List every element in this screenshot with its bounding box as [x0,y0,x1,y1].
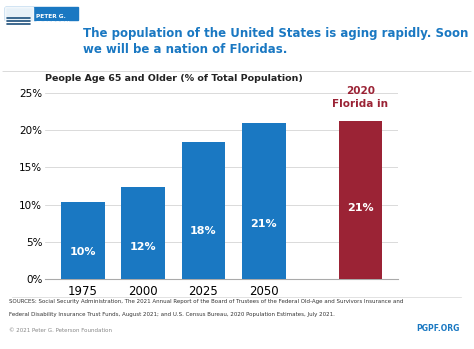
Text: 21%: 21% [347,203,374,213]
Text: FOUNDATION: FOUNDATION [36,28,68,33]
Text: we will be a nation of Floridas.: we will be a nation of Floridas. [83,43,287,56]
Bar [182,142,225,279]
Bar [5,7,33,28]
Text: People Age 65 and Older (% of Total Population): People Age 65 and Older (% of Total Popu… [45,74,303,83]
Bar [5,7,78,21]
Text: 18%: 18% [190,226,217,236]
Bar [338,120,382,279]
Text: SOURCES: Social Security Administration, The 2021 Annual Report of the Board of : SOURCES: Social Security Administration,… [9,299,404,304]
Text: Federal Disability Insurance Trust Funds, August 2021; and U.S. Census Bureau, 2: Federal Disability Insurance Trust Funds… [9,312,336,317]
Text: 21%: 21% [251,220,277,229]
Bar [121,187,165,279]
Text: 2020: 2020 [346,86,375,96]
Bar [61,202,105,279]
Text: 12%: 12% [130,242,156,252]
Text: 10%: 10% [70,247,96,257]
Text: PETER G.: PETER G. [36,14,65,19]
Bar [242,123,285,279]
Text: The population of the United States is aging rapidly. Soon: The population of the United States is a… [83,27,468,40]
Text: PETERSON: PETERSON [36,21,70,26]
Text: PGPF.ORG: PGPF.ORG [416,324,460,333]
Text: Florida in: Florida in [332,99,388,109]
Text: © 2021 Peter G. Peterson Foundation: © 2021 Peter G. Peterson Foundation [9,328,112,333]
